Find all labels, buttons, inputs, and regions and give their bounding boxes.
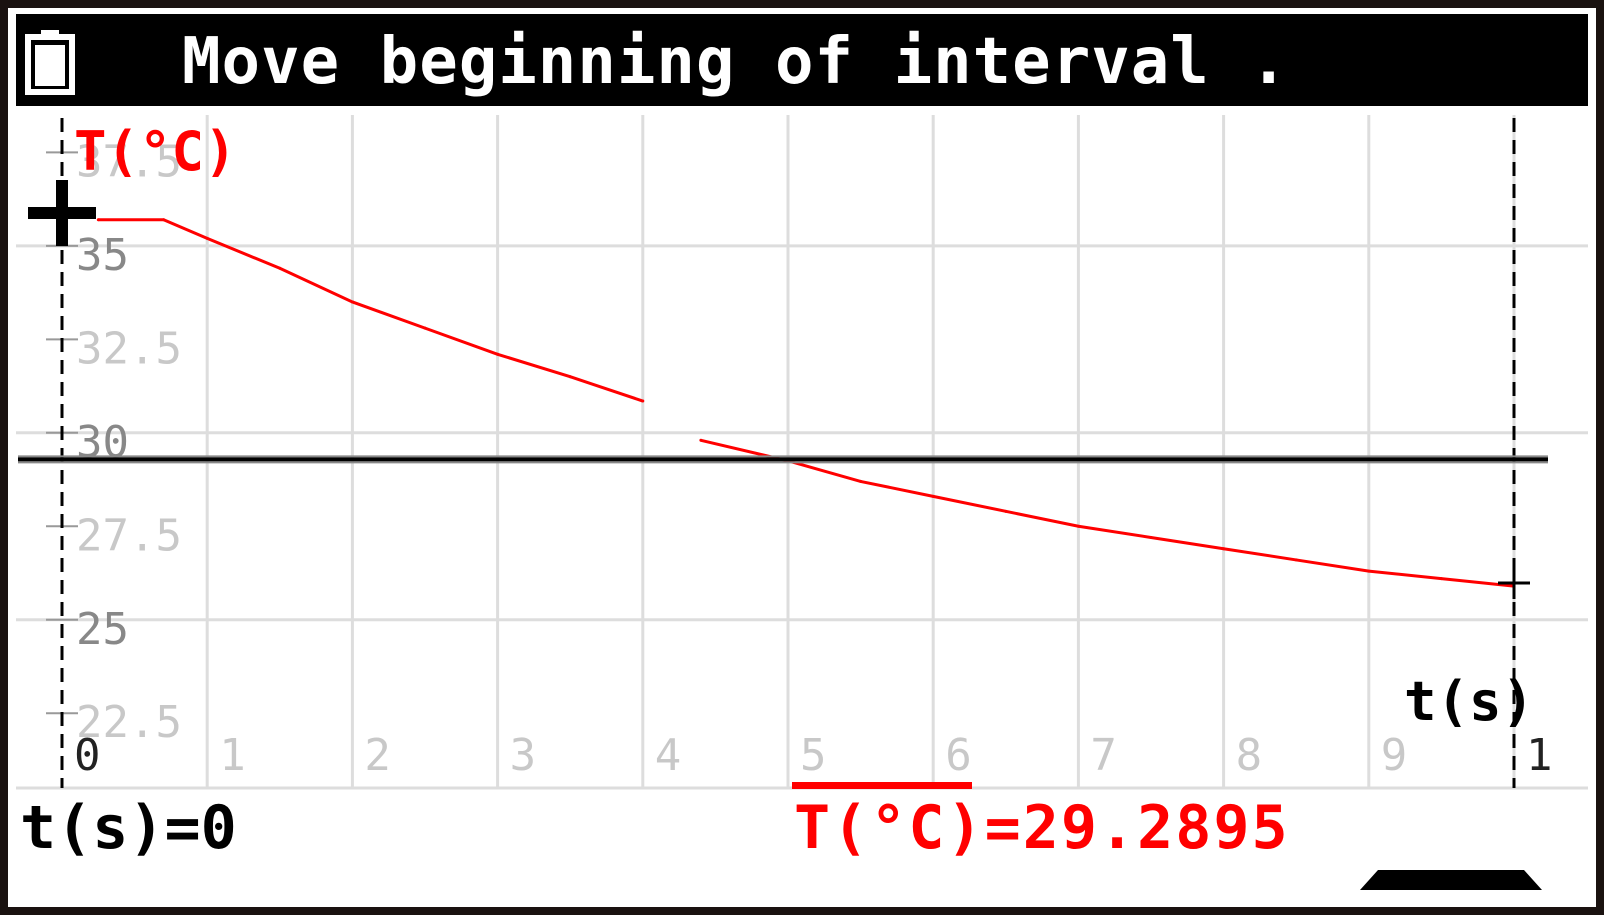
x-tick-label: 6 xyxy=(945,730,972,781)
x-tick-label: 4 xyxy=(655,730,682,781)
data-point xyxy=(699,438,703,442)
data-point xyxy=(96,218,100,222)
battery-icon xyxy=(24,28,76,100)
title-bar: Move beginning of interval . xyxy=(16,14,1588,106)
y-axis-label: T(°C) xyxy=(74,120,237,183)
y-tick-label: 25 xyxy=(76,604,129,655)
mean-line-core xyxy=(18,457,1548,462)
data-point xyxy=(1004,509,1008,513)
x-tick-label: 2 xyxy=(364,730,391,781)
y-tick-label: 27.5 xyxy=(76,510,182,561)
y-tick-label: 32.5 xyxy=(76,323,182,374)
y-tick-label: 37.5 xyxy=(76,136,182,187)
mean-line-bottom xyxy=(18,461,1548,464)
cursor-readout: t(s)=0 xyxy=(20,793,237,863)
data-point xyxy=(859,479,863,483)
data-point xyxy=(1367,569,1371,573)
data-point xyxy=(1076,524,1080,528)
x-axis-label: t(s) xyxy=(1404,670,1534,733)
scroll-indicator-icon xyxy=(1356,860,1546,907)
x-tick-label: 3 xyxy=(510,730,536,781)
x-tick-label: 7 xyxy=(1090,730,1117,781)
x-tick-label: 0 xyxy=(74,730,101,781)
mean-line-top xyxy=(18,455,1548,458)
data-point xyxy=(641,399,645,403)
data-point xyxy=(1222,547,1226,551)
calculator-screen: Move beginning of interval . 37.5 35 32.5 3… xyxy=(8,8,1596,907)
x-tick-label: 1 xyxy=(1526,730,1553,781)
data-point xyxy=(1439,577,1443,581)
title-message: Move beginning of interval . xyxy=(182,25,1289,99)
data-point xyxy=(162,218,166,222)
y-tick-label: 22.5 xyxy=(76,697,182,748)
temperature-curve-line xyxy=(700,438,1515,588)
grid xyxy=(16,115,1588,790)
x-tick-label: 8 xyxy=(1236,730,1263,781)
x-tick-label: 5 xyxy=(800,730,827,781)
x-tick-labels: 0 1 2 3 4 5 6 7 8 9 1 xyxy=(74,730,1553,781)
data-point xyxy=(931,494,935,498)
mean-overline xyxy=(792,782,972,789)
x-tick-label: 9 xyxy=(1381,730,1408,781)
x-tick-label: 1 xyxy=(219,730,246,781)
temperature-curve xyxy=(96,218,1516,588)
data-point xyxy=(1149,535,1153,539)
data-point xyxy=(496,352,500,356)
data-point xyxy=(568,375,572,379)
data-point xyxy=(205,236,209,240)
data-point xyxy=(423,326,427,330)
data-point xyxy=(1294,558,1298,562)
mean-readout: T(°C)=29.2895 xyxy=(794,793,1290,863)
data-point xyxy=(278,266,282,270)
y-tick-label: 35 xyxy=(76,230,129,281)
crosshair-cursor[interactable] xyxy=(28,180,96,246)
data-point xyxy=(350,300,354,304)
mean-line xyxy=(18,455,1548,464)
end-cursor[interactable] xyxy=(1498,567,1530,599)
